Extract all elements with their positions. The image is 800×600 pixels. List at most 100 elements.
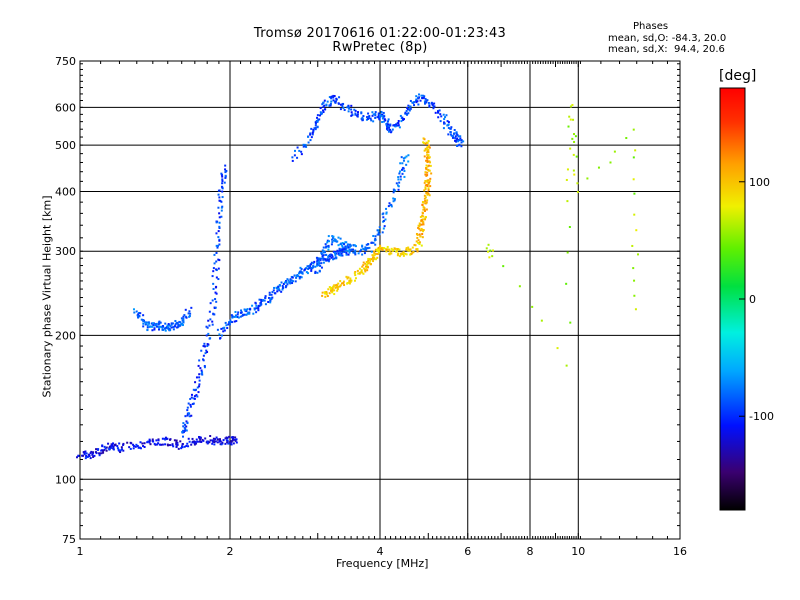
- data-point: [312, 130, 315, 133]
- data-point: [89, 457, 92, 460]
- data-point: [422, 218, 425, 221]
- data-point: [400, 120, 403, 123]
- data-point: [153, 327, 156, 330]
- y-tick-label: 75: [62, 533, 76, 546]
- data-point: [148, 438, 151, 441]
- data-point: [327, 255, 330, 258]
- data-point: [326, 100, 329, 103]
- data-point: [380, 247, 383, 250]
- data-point: [77, 454, 80, 457]
- data-point: [385, 207, 388, 210]
- data-point: [281, 288, 284, 291]
- data-point: [280, 290, 283, 293]
- data-point: [176, 322, 179, 325]
- data-point: [181, 431, 184, 434]
- data-point: [415, 98, 418, 101]
- data-point: [390, 205, 393, 208]
- data-point: [155, 325, 158, 328]
- data-point: [182, 425, 185, 428]
- data-point: [422, 230, 425, 233]
- data-point: [214, 440, 217, 443]
- data-point: [284, 286, 287, 289]
- data-point: [199, 436, 202, 439]
- data-point: [221, 175, 224, 178]
- data-point: [423, 181, 426, 184]
- data-point: [348, 107, 351, 110]
- data-point: [397, 124, 400, 127]
- data-point: [327, 248, 330, 251]
- data-point: [228, 323, 231, 326]
- data-point: [132, 447, 135, 450]
- data-point: [422, 94, 425, 97]
- data-point: [386, 122, 389, 125]
- data-point: [442, 127, 445, 130]
- data-point: [360, 271, 363, 274]
- data-point: [139, 447, 142, 450]
- data-point: [188, 440, 191, 443]
- data-point: [382, 111, 385, 114]
- data-point: [382, 227, 385, 230]
- data-point: [308, 265, 311, 268]
- data-point: [337, 250, 340, 253]
- data-point: [212, 270, 215, 273]
- data-point: [349, 277, 352, 280]
- data-point: [179, 321, 182, 324]
- data-point: [215, 251, 218, 254]
- data-point: [307, 267, 310, 270]
- data-point: [572, 133, 575, 136]
- data-point: [257, 304, 260, 307]
- data-point: [384, 247, 387, 250]
- data-point: [219, 440, 222, 443]
- data-point: [251, 304, 254, 307]
- data-point: [354, 277, 357, 280]
- data-point: [320, 251, 323, 254]
- data-point: [454, 135, 457, 138]
- data-point: [428, 146, 431, 149]
- data-point: [571, 137, 574, 140]
- data-point: [215, 232, 218, 235]
- data-point: [345, 275, 348, 278]
- data-point: [425, 100, 428, 103]
- data-point: [402, 157, 405, 160]
- data-point: [383, 115, 386, 118]
- data-point: [369, 258, 372, 261]
- data-point: [333, 238, 336, 241]
- data-point: [177, 447, 180, 450]
- data-point: [488, 256, 491, 259]
- data-point: [209, 439, 212, 442]
- data-point: [565, 364, 568, 367]
- data-point: [221, 182, 224, 185]
- data-point: [367, 112, 370, 115]
- data-point: [326, 258, 329, 261]
- data-point: [393, 247, 396, 250]
- data-point: [182, 422, 185, 425]
- data-point: [152, 322, 155, 325]
- data-point: [415, 95, 418, 98]
- data-point: [205, 349, 208, 352]
- data-point: [122, 442, 125, 445]
- data-point: [427, 168, 430, 171]
- data-point: [319, 258, 322, 261]
- data-point: [264, 295, 267, 298]
- data-point: [143, 442, 146, 445]
- data-point: [386, 128, 389, 131]
- data-point: [148, 441, 151, 444]
- data-point: [322, 109, 325, 112]
- data-point: [332, 235, 335, 238]
- data-point: [198, 373, 201, 376]
- data-point: [159, 321, 162, 324]
- data-point: [155, 439, 158, 442]
- data-point: [372, 241, 375, 244]
- data-point: [214, 291, 217, 294]
- data-point: [428, 104, 431, 107]
- data-point: [98, 452, 101, 455]
- x-tick-label: 8: [527, 545, 534, 558]
- data-point: [102, 451, 105, 454]
- data-point: [212, 287, 215, 290]
- data-point: [264, 303, 267, 306]
- data-point: [425, 183, 428, 186]
- data-point: [145, 322, 148, 325]
- data-point: [428, 102, 431, 105]
- data-point: [221, 190, 224, 193]
- data-point: [331, 255, 334, 258]
